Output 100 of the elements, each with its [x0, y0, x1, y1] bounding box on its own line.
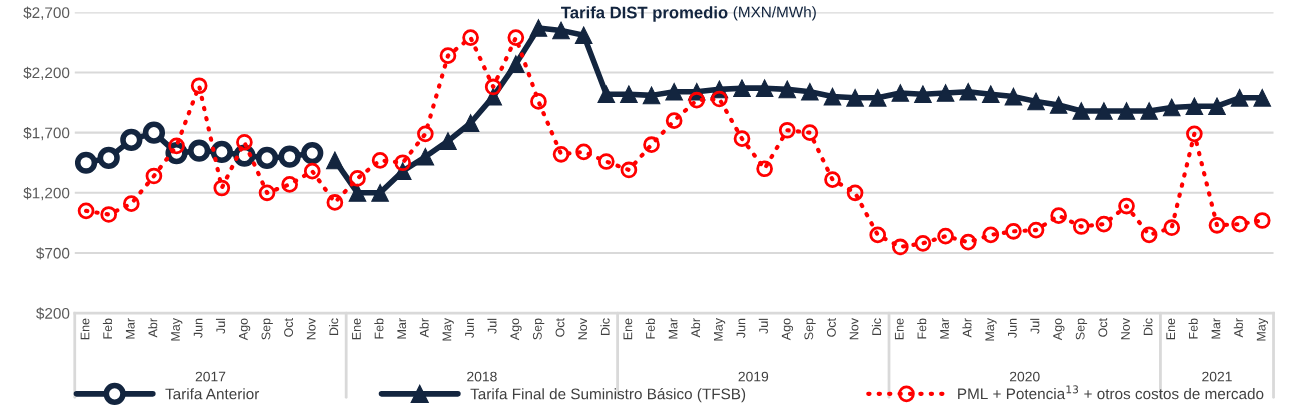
x-tick-label: Abr: [148, 318, 158, 338]
x-tick-label: May: [985, 318, 997, 341]
point: [1185, 97, 1204, 116]
x-tick-label: Feb: [917, 318, 927, 339]
point: [1253, 88, 1272, 107]
x-tick-label: May: [714, 318, 726, 341]
point: [1163, 219, 1181, 237]
point: [1049, 96, 1068, 114]
x-tick-label: Jul: [487, 318, 497, 334]
x-tick-label: Mar: [668, 318, 678, 339]
point: [688, 91, 706, 109]
x-tick-label: Jul: [758, 318, 768, 334]
point: [100, 206, 118, 223]
point: [326, 151, 344, 170]
point: [1253, 212, 1271, 229]
x-tick-label: Jul: [215, 318, 226, 334]
point: [982, 226, 1000, 244]
point: [778, 121, 796, 139]
point: [643, 136, 660, 154]
point: [914, 85, 932, 104]
point: [74, 151, 98, 174]
point: [1231, 215, 1248, 233]
x-tick-label: Oct: [1098, 318, 1108, 337]
point: [891, 84, 910, 102]
x-tick-label: Feb: [1188, 318, 1198, 339]
x-tick-label: Dic: [600, 318, 610, 336]
x-tick-label: Mar: [940, 318, 949, 339]
x-tick-label: Ago: [510, 318, 522, 341]
x-tick-label: Sep: [532, 318, 545, 340]
point: [349, 170, 366, 187]
x-tick-label: Sep: [261, 318, 273, 340]
point: [552, 145, 570, 163]
x-tick-label: Feb: [102, 318, 113, 339]
text: 2017: [195, 371, 226, 382]
point: [439, 132, 457, 150]
point: [506, 55, 525, 73]
point: [210, 140, 233, 164]
y-tick-label: $1,700: [23, 126, 70, 141]
point: [665, 112, 683, 129]
x-tick-label: May: [1256, 318, 1269, 341]
point: [278, 145, 301, 168]
x-tick-label: Jun: [1008, 318, 1017, 338]
point: [416, 147, 435, 166]
x-tick-label: Nov: [1121, 318, 1130, 340]
x-tick-label: Oct: [284, 318, 293, 337]
point: [642, 86, 661, 105]
point: [597, 153, 615, 170]
point: [1140, 226, 1158, 244]
point: [1072, 102, 1091, 120]
legend-label: Tarifa Anterior: [165, 388, 260, 400]
point: [1118, 197, 1135, 215]
point: [574, 26, 593, 45]
x-tick-label: Abr: [419, 318, 429, 338]
x-tick-label: Ago: [781, 318, 794, 341]
point: [1050, 207, 1067, 225]
point: [665, 82, 683, 101]
x-tick-label: Ago: [239, 318, 251, 341]
point: [326, 194, 344, 211]
point: [936, 84, 955, 102]
point: [846, 184, 864, 202]
point: [188, 139, 211, 162]
point: [1230, 88, 1249, 107]
point: [190, 77, 208, 95]
x-tick-label: Nov: [849, 318, 859, 340]
point: [801, 124, 819, 141]
point: [236, 133, 253, 151]
point: [756, 160, 773, 178]
point: [869, 226, 887, 244]
x-tick-label: Jun: [736, 318, 746, 338]
x-tick-label: Sep: [804, 318, 816, 340]
point: [142, 121, 166, 144]
x-tick-label: Abr: [1233, 318, 1243, 338]
point: [348, 183, 367, 202]
point: [711, 90, 728, 108]
point: [846, 88, 864, 107]
point: [417, 125, 434, 143]
text: 2021: [1202, 371, 1232, 382]
point: [733, 130, 751, 148]
point: [281, 176, 298, 193]
y-tick-label: $2,200: [23, 66, 70, 80]
x-tick-label: Abr: [962, 318, 972, 338]
x-tick-label: May: [171, 318, 183, 341]
x-tick-label: Sep: [1075, 318, 1088, 340]
point: [823, 87, 842, 106]
text: 2019: [738, 371, 769, 382]
x-tick-label: May: [442, 318, 454, 341]
point: [1005, 222, 1022, 240]
point: [620, 161, 638, 179]
point: [959, 82, 978, 101]
point: [371, 183, 389, 202]
legend-label: Tarifa Final de Suministro Básico (TFSB): [470, 387, 746, 403]
x-tick-label: Oct: [826, 318, 836, 337]
y-tick-label: $1,200: [23, 187, 70, 201]
point: [145, 167, 163, 185]
chart-title: Tarifa DIST promedio: [561, 6, 728, 22]
x-tick-label: Nov: [306, 318, 316, 340]
x-tick-label: Abr: [690, 318, 701, 338]
x-tick-label: Ene: [894, 318, 904, 340]
point: [597, 85, 616, 104]
point: [255, 146, 279, 170]
